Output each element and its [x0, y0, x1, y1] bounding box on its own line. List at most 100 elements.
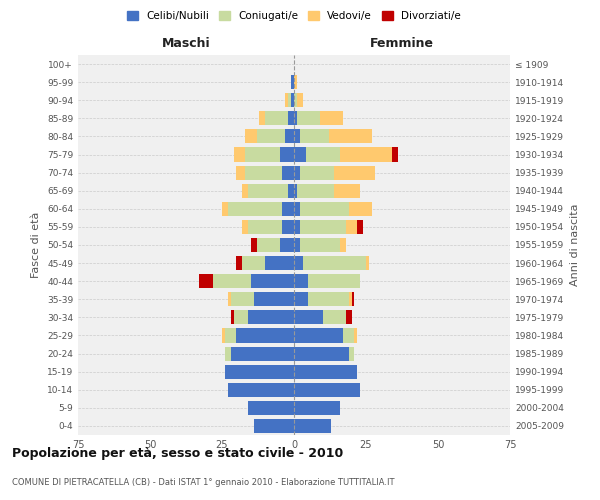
Bar [355, 328, 358, 342]
Bar [228, 382, 294, 397]
Bar [294, 401, 340, 415]
Bar [308, 274, 360, 288]
Bar [300, 202, 349, 216]
Bar [291, 75, 294, 89]
Bar [286, 93, 288, 108]
Bar [294, 166, 300, 179]
Bar [294, 184, 297, 198]
Bar [228, 202, 283, 216]
Bar [236, 166, 245, 179]
Bar [349, 292, 352, 306]
Bar [251, 238, 257, 252]
Bar [214, 274, 251, 288]
Bar [242, 220, 248, 234]
Bar [257, 130, 286, 143]
Bar [340, 148, 392, 162]
Bar [294, 256, 302, 270]
Bar [248, 220, 283, 234]
Bar [294, 93, 297, 108]
Bar [294, 364, 358, 378]
Bar [248, 184, 288, 198]
Bar [297, 93, 302, 108]
Bar [257, 238, 280, 252]
Bar [294, 148, 305, 162]
Bar [265, 112, 288, 126]
Bar [288, 112, 294, 126]
Bar [346, 220, 358, 234]
Bar [294, 238, 300, 252]
Bar [225, 346, 230, 360]
Bar [294, 328, 343, 342]
Text: Maschi: Maschi [161, 36, 211, 50]
Bar [245, 148, 280, 162]
Bar [245, 166, 283, 179]
Bar [366, 256, 369, 270]
Bar [392, 148, 398, 162]
Bar [283, 220, 294, 234]
Bar [297, 184, 334, 198]
Bar [225, 328, 236, 342]
Bar [283, 202, 294, 216]
Bar [323, 310, 346, 324]
Bar [300, 220, 346, 234]
Bar [222, 202, 228, 216]
Bar [300, 238, 340, 252]
Bar [288, 93, 291, 108]
Bar [294, 292, 308, 306]
Bar [254, 292, 294, 306]
Bar [294, 202, 300, 216]
Text: Femmine: Femmine [370, 36, 434, 50]
Bar [233, 310, 248, 324]
Bar [230, 346, 294, 360]
Bar [346, 310, 352, 324]
Bar [294, 75, 297, 89]
Bar [288, 184, 294, 198]
Bar [245, 130, 257, 143]
Bar [236, 328, 294, 342]
Bar [294, 310, 323, 324]
Bar [283, 166, 294, 179]
Bar [280, 148, 294, 162]
Bar [340, 238, 346, 252]
Bar [248, 310, 294, 324]
Bar [349, 346, 355, 360]
Bar [280, 238, 294, 252]
Bar [294, 419, 331, 433]
Text: COMUNE DI PIETRACATELLA (CB) - Dati ISTAT 1° gennaio 2010 - Elaborazione TUTTITA: COMUNE DI PIETRACATELLA (CB) - Dati ISTA… [12, 478, 395, 487]
Bar [349, 202, 372, 216]
Bar [343, 328, 355, 342]
Bar [294, 382, 360, 397]
Bar [294, 220, 300, 234]
Bar [320, 112, 343, 126]
Bar [291, 93, 294, 108]
Bar [294, 346, 349, 360]
Bar [259, 112, 265, 126]
Bar [294, 112, 297, 126]
Bar [265, 256, 294, 270]
Bar [225, 364, 294, 378]
Bar [302, 256, 366, 270]
Bar [242, 256, 265, 270]
Bar [254, 419, 294, 433]
Bar [334, 166, 374, 179]
Bar [233, 148, 245, 162]
Bar [199, 274, 214, 288]
Y-axis label: Anni di nascita: Anni di nascita [569, 204, 580, 286]
Bar [308, 292, 349, 306]
Bar [248, 401, 294, 415]
Bar [230, 310, 233, 324]
Bar [300, 166, 334, 179]
Bar [352, 292, 355, 306]
Bar [222, 328, 225, 342]
Bar [305, 148, 340, 162]
Bar [300, 130, 329, 143]
Bar [251, 274, 294, 288]
Bar [236, 256, 242, 270]
Bar [294, 274, 308, 288]
Y-axis label: Fasce di età: Fasce di età [31, 212, 41, 278]
Bar [230, 292, 254, 306]
Bar [329, 130, 372, 143]
Bar [358, 220, 363, 234]
Bar [297, 112, 320, 126]
Bar [334, 184, 360, 198]
